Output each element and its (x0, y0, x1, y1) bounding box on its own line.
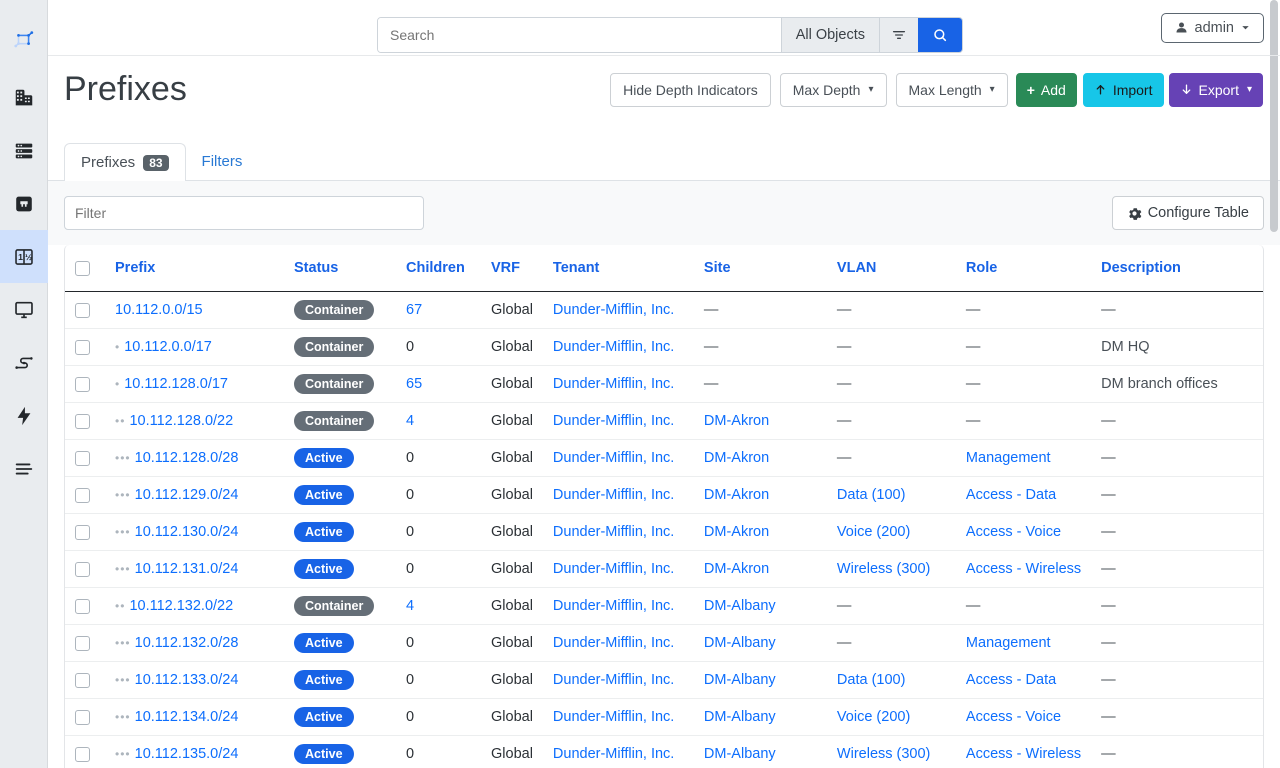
svg-text:1: 1 (18, 251, 23, 261)
svg-text:½: ½ (25, 251, 32, 261)
